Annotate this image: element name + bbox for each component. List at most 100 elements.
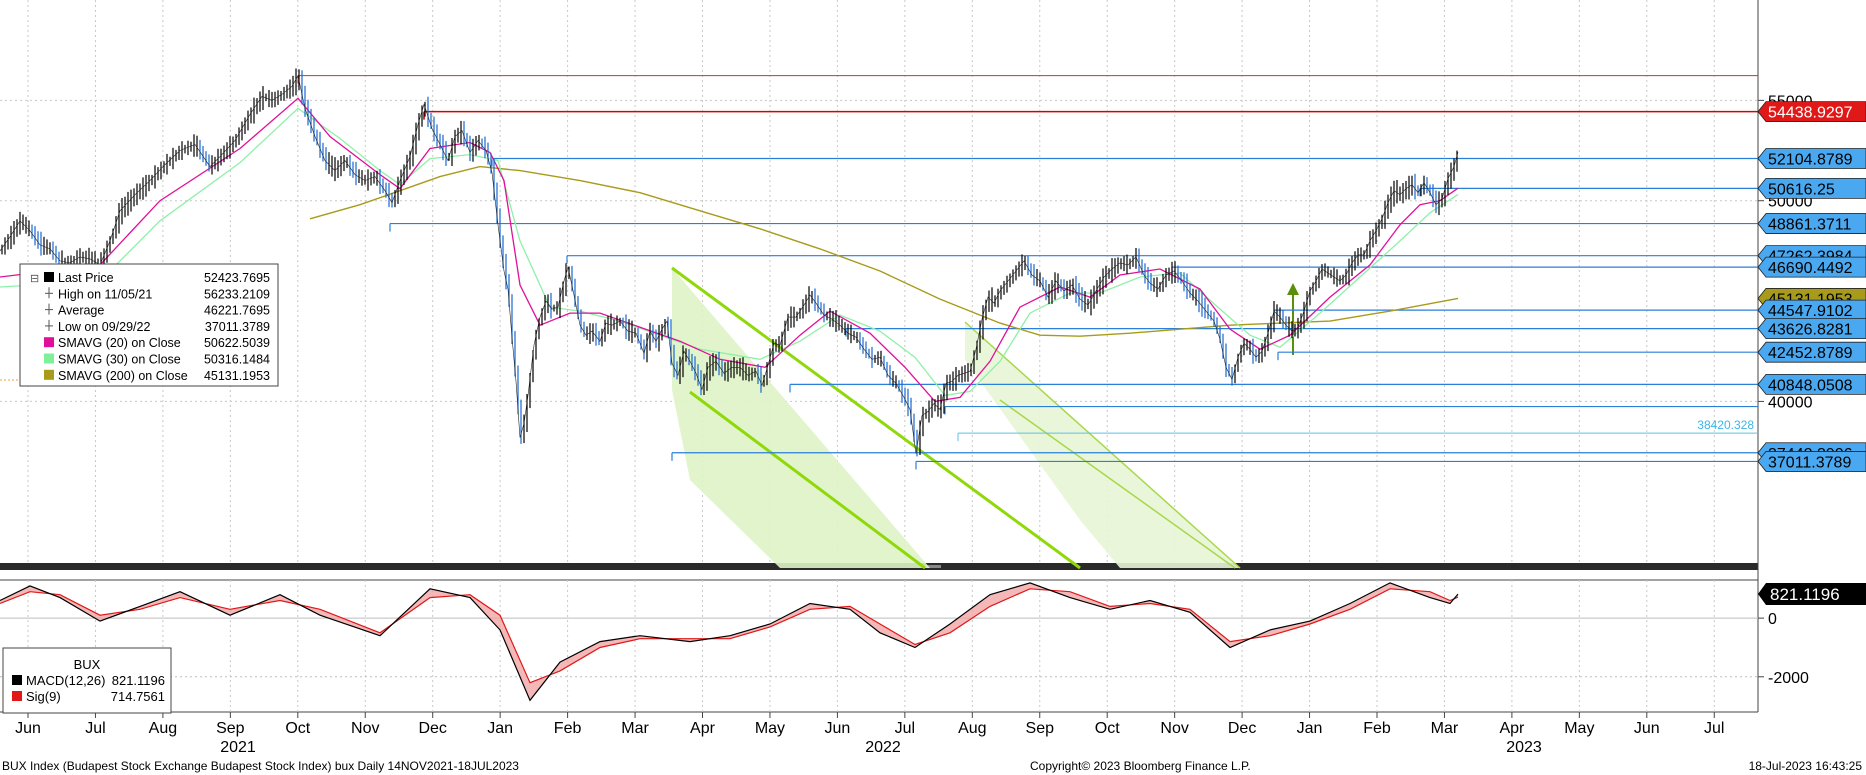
month-tick-label: Mar bbox=[1431, 720, 1459, 737]
macd-tick-label: -2000 bbox=[1768, 670, 1809, 687]
axis-value-text: 48861.3711 bbox=[1768, 217, 1851, 234]
axis-value-badge bbox=[1757, 299, 1866, 321]
axis-value-label: 40848.0508 bbox=[1757, 374, 1866, 395]
channel-1-upper bbox=[671, 266, 1081, 570]
footer-timestamp: 18-Jul-2023 16:43:25 bbox=[1749, 759, 1863, 773]
macd-legend: BUX MACD(12,26) 821.1196 Sig(9) 714.7561 bbox=[2, 647, 172, 714]
month-tick-label: Mar bbox=[621, 720, 649, 737]
footer-copyright: Copyright© 2023 Bloomberg Finance L.P. bbox=[1030, 759, 1251, 773]
month-tick-label: Jun bbox=[15, 720, 41, 737]
legend-label: SMAVG (30) on Close bbox=[58, 353, 181, 367]
axis-value-badge bbox=[1757, 374, 1866, 395]
sma200-line bbox=[309, 165, 1459, 337]
month-tick-label: Feb bbox=[554, 720, 582, 737]
month-tick-label: May bbox=[755, 720, 785, 737]
legend-value: 45131.1953 bbox=[204, 369, 270, 383]
legend-value: 52423.7695 bbox=[204, 271, 270, 285]
signal-line bbox=[0, 588, 1459, 684]
axis-value-badge bbox=[1757, 341, 1866, 363]
axis-value-text: 54438.9297 bbox=[1768, 105, 1853, 122]
month-tick-label: Jun bbox=[1634, 720, 1660, 737]
axis-value-badge bbox=[1757, 213, 1866, 234]
month-tick-label: Nov bbox=[351, 720, 379, 737]
year-tick-label: 2021 bbox=[220, 739, 256, 756]
axis-value-label: 37011.3789 bbox=[1757, 451, 1866, 472]
month-tick-label: Jul bbox=[85, 720, 105, 737]
month-tick-label: Oct bbox=[1095, 720, 1120, 737]
legend-value: 46221.7695 bbox=[204, 304, 270, 318]
axis-value-label: 52104.8789 bbox=[1757, 148, 1866, 169]
month-tick-label: Sep bbox=[216, 720, 245, 737]
legend-label: Low on 09/29/22 bbox=[58, 320, 150, 334]
macd-legend-label: MACD(12,26) bbox=[26, 673, 105, 688]
level-annotation: 38420.328 bbox=[1697, 418, 1754, 432]
month-tick-label: Dec bbox=[418, 720, 446, 737]
legend-swatch bbox=[44, 369, 54, 380]
legend-value: 50316.1484 bbox=[204, 353, 270, 367]
month-tick-label: Jun bbox=[825, 720, 851, 737]
macd-tick-label: 0 bbox=[1768, 611, 1777, 628]
month-tick-label: Nov bbox=[1160, 720, 1188, 737]
month-tick-label: Sep bbox=[1026, 720, 1055, 737]
macd-legend-swatch bbox=[12, 675, 22, 685]
axis-value-badge bbox=[1757, 318, 1866, 340]
footer-description: BUX Index (Budapest Stock Exchange Budap… bbox=[2, 759, 519, 773]
axis-value-text: 52104.8789 bbox=[1768, 151, 1853, 168]
macd-line bbox=[0, 582, 1459, 702]
price-legend: Last Price 52423.7695 High on 11/05/21 5623… bbox=[19, 263, 279, 387]
macd-value-text: 821.1196 bbox=[1770, 585, 1840, 604]
axis-value-text: 44547.9102 bbox=[1768, 303, 1853, 320]
legend-swatch bbox=[44, 353, 54, 364]
month-tick-label: May bbox=[1564, 720, 1594, 737]
axis-value-text: 40848.0508 bbox=[1768, 377, 1853, 394]
legend-collapse-icon: ⊟ bbox=[30, 273, 39, 285]
signal-legend-label: Sig(9) bbox=[26, 689, 61, 704]
sma30-line bbox=[0, 107, 1459, 397]
month-tick-label: Oct bbox=[285, 720, 310, 737]
legend-value: 37011.3789 bbox=[205, 320, 270, 334]
month-tick-label: Feb bbox=[1363, 720, 1391, 737]
axis-value-badge bbox=[1757, 177, 1866, 199]
price-tick-label: 40000 bbox=[1768, 394, 1813, 411]
axis-value-label: 48861.3711 bbox=[1757, 213, 1866, 234]
legend-value: 50622.5039 bbox=[204, 336, 270, 350]
month-tick-label: Aug bbox=[958, 720, 986, 737]
macd-value-badge bbox=[1758, 583, 1866, 606]
axis-value-label: 43626.8281 bbox=[1757, 318, 1866, 340]
axis-value-badge bbox=[1757, 101, 1866, 123]
channel-2-upper bbox=[964, 321, 1241, 569]
month-tick-label: Jul bbox=[1704, 720, 1724, 737]
legend-label: Average bbox=[58, 304, 104, 318]
month-tick-label: Jan bbox=[487, 720, 513, 737]
month-tick-label: Jul bbox=[895, 720, 915, 737]
month-tick-label: Apr bbox=[1499, 720, 1525, 737]
legend-label: Last Price bbox=[58, 271, 114, 285]
legend-swatch bbox=[44, 337, 54, 348]
axis-value-label: 44547.9102 bbox=[1757, 299, 1866, 321]
macd-histogram-fill bbox=[0, 582, 1458, 701]
axis-value-label: 42452.8789 bbox=[1757, 341, 1866, 363]
channel-2-lower bbox=[999, 399, 1236, 569]
month-tick-label: Jan bbox=[1297, 720, 1323, 737]
trend-channel-1 bbox=[672, 268, 930, 568]
month-tick-label: Dec bbox=[1228, 720, 1256, 737]
legend-label: SMAVG (20) on Close bbox=[58, 336, 181, 350]
axis-value-text: 43626.8281 bbox=[1768, 322, 1853, 339]
axis-value-badge bbox=[1757, 256, 1866, 278]
macd-legend-title: BUX bbox=[74, 657, 101, 672]
signal-legend-swatch bbox=[12, 691, 22, 701]
legend-label: High on 11/05/21 bbox=[58, 287, 152, 301]
price-line bbox=[0, 74, 1459, 454]
channel-1-lower bbox=[689, 390, 926, 570]
month-tick-label: Aug bbox=[149, 720, 177, 737]
axis-value-badge bbox=[1757, 148, 1866, 169]
axis-value-label: 50616.25 bbox=[1757, 177, 1866, 199]
axis-value-label: 46690.4492 bbox=[1757, 256, 1866, 278]
year-tick-label: 2023 bbox=[1506, 739, 1542, 756]
signal-legend-value: 714.7561 bbox=[111, 689, 165, 704]
legend-value: 56233.2109 bbox=[204, 287, 270, 301]
axis-value-badge bbox=[1757, 451, 1866, 472]
axis-value-text: 37011.3789 bbox=[1768, 454, 1851, 471]
month-tick-label: Apr bbox=[690, 720, 716, 737]
